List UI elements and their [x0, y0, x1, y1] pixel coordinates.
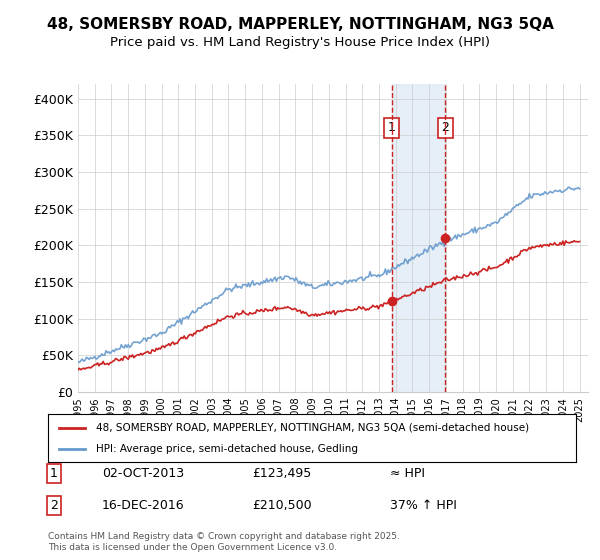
Text: 48, SOMERSBY ROAD, MAPPERLEY, NOTTINGHAM, NG3 5QA: 48, SOMERSBY ROAD, MAPPERLEY, NOTTINGHAM… — [47, 17, 553, 32]
Text: 2: 2 — [50, 499, 58, 512]
Text: 37% ↑ HPI: 37% ↑ HPI — [390, 499, 457, 512]
Text: 2: 2 — [441, 122, 449, 134]
Text: 1: 1 — [50, 466, 58, 480]
Bar — [392, 84, 445, 392]
Text: HPI: Average price, semi-detached house, Gedling: HPI: Average price, semi-detached house,… — [95, 444, 358, 454]
Text: Contains HM Land Registry data © Crown copyright and database right 2025.
This d: Contains HM Land Registry data © Crown c… — [48, 532, 400, 552]
Text: £210,500: £210,500 — [252, 499, 311, 512]
Text: ≈ HPI: ≈ HPI — [390, 466, 425, 480]
Text: 16-DEC-2016: 16-DEC-2016 — [102, 499, 185, 512]
Text: £123,495: £123,495 — [252, 466, 311, 480]
Text: 02-OCT-2013: 02-OCT-2013 — [102, 466, 184, 480]
Text: 1: 1 — [388, 122, 395, 134]
Text: Price paid vs. HM Land Registry's House Price Index (HPI): Price paid vs. HM Land Registry's House … — [110, 36, 490, 49]
Text: 48, SOMERSBY ROAD, MAPPERLEY, NOTTINGHAM, NG3 5QA (semi-detached house): 48, SOMERSBY ROAD, MAPPERLEY, NOTTINGHAM… — [95, 423, 529, 433]
